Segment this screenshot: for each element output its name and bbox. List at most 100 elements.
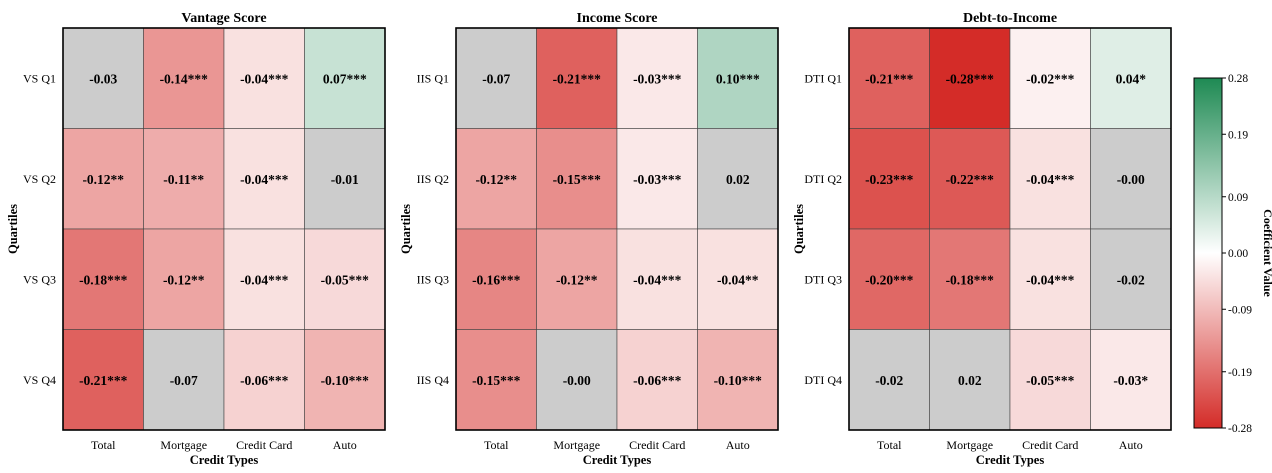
colorbar-label: Coefficient Value <box>1261 209 1272 297</box>
heatmap-cell <box>1090 329 1172 431</box>
cell-label: 0.04* <box>1116 71 1147 86</box>
heatmap-cell <box>616 128 698 230</box>
heatmap-cell <box>1009 329 1091 431</box>
heatmap-cell <box>223 329 305 431</box>
cell-label: -0.21*** <box>553 71 602 86</box>
cell-label: -0.06*** <box>240 373 289 388</box>
panel-title: Vantage Score <box>181 11 266 26</box>
heatmap-cell <box>143 27 225 129</box>
cell-label: -0.04*** <box>633 272 682 287</box>
colorbar-tick-label: 0.00 <box>1228 248 1248 260</box>
x-axis-title: Credit Types <box>190 453 259 467</box>
heatmap-cell <box>1090 228 1172 330</box>
heatmap-cell <box>848 27 930 129</box>
cell-label: -0.00 <box>563 373 591 388</box>
heatmap-cell <box>143 128 225 230</box>
cell-label: -0.18*** <box>79 272 128 287</box>
column-tick-label: Auto <box>1119 438 1143 452</box>
cell-label: -0.07 <box>482 71 510 86</box>
row-tick-label: IIS Q3 <box>417 272 449 286</box>
cell-label: -0.20*** <box>865 272 914 287</box>
cell-label: -0.12** <box>475 172 517 187</box>
cell-label: -0.06*** <box>633 373 682 388</box>
cell-label: -0.03* <box>1113 373 1148 388</box>
row-tick-label: DTI Q1 <box>804 71 842 85</box>
heatmap-cell <box>929 128 1011 230</box>
cell-label: -0.14*** <box>160 71 209 86</box>
column-tick-label: Mortgage <box>160 438 207 452</box>
cell-label: -0.01 <box>331 172 359 187</box>
row-tick-label: VS Q4 <box>23 373 56 387</box>
colorbar-tick-label: -0.19 <box>1228 367 1252 379</box>
cell-label: -0.22*** <box>946 172 995 187</box>
heatmap-cell <box>304 128 386 230</box>
cell-label: -0.12** <box>82 172 124 187</box>
row-tick-label: DTI Q2 <box>804 172 842 186</box>
heatmap-cell <box>223 128 305 230</box>
colorbar <box>1193 77 1223 429</box>
heatmap-cell <box>536 128 618 230</box>
heatmap-cell <box>697 128 779 230</box>
heatmap-cell <box>848 128 930 230</box>
cell-label: -0.02 <box>1117 272 1145 287</box>
heatmap-cell <box>697 228 779 330</box>
heatmap-cell <box>304 27 386 129</box>
cell-label: -0.04*** <box>240 71 289 86</box>
cell-label: -0.10*** <box>714 373 763 388</box>
colorbar-tick-label: 0.28 <box>1228 73 1248 85</box>
cell-label: 0.02 <box>958 373 982 388</box>
heatmap-frame <box>455 27 779 431</box>
heatmap-cell <box>455 228 537 330</box>
row-tick-label: IIS Q1 <box>417 71 449 85</box>
row-tick-label: VS Q3 <box>23 272 56 286</box>
cell-label: -0.00 <box>1117 172 1145 187</box>
cell-label: -0.04** <box>717 272 759 287</box>
row-tick-label: DTI Q4 <box>804 373 842 387</box>
column-tick-label: Mortgage <box>553 438 600 452</box>
column-tick-label: Auto <box>726 438 750 452</box>
cell-label: -0.23*** <box>865 172 914 187</box>
heatmap-cell <box>536 27 618 129</box>
heatmap-cell <box>143 228 225 330</box>
cell-label: -0.07 <box>170 373 198 388</box>
cell-label: -0.15*** <box>472 373 521 388</box>
heatmap-cell <box>62 128 144 230</box>
colorbar-tick-label: 0.09 <box>1228 192 1248 204</box>
heatmap-cell <box>616 329 698 431</box>
cell-label: -0.28*** <box>946 71 995 86</box>
cell-label: -0.18*** <box>946 272 995 287</box>
heatmap-cell <box>1009 228 1091 330</box>
panel-title: Income Score <box>577 11 658 26</box>
cell-label: -0.12** <box>556 272 598 287</box>
cell-label: -0.04*** <box>240 272 289 287</box>
cell-label: -0.04*** <box>1026 172 1075 187</box>
heatmap-cell <box>536 329 618 431</box>
cell-label: -0.02*** <box>1026 71 1075 86</box>
heatmap-cell <box>143 329 225 431</box>
panel-title: Debt-to-Income <box>963 11 1057 26</box>
heatmap-cell <box>62 329 144 431</box>
y-axis-title: Quartiles <box>792 204 806 254</box>
row-tick-label: IIS Q4 <box>417 373 449 387</box>
heatmap-cell <box>616 228 698 330</box>
colorbar-tick-label: 0.19 <box>1228 129 1248 141</box>
cell-label: -0.15*** <box>553 172 602 187</box>
heatmap-cell <box>304 329 386 431</box>
y-axis-title: Quartiles <box>6 204 20 254</box>
column-tick-label: Total <box>877 438 902 452</box>
heatmap-cell <box>929 228 1011 330</box>
row-tick-label: VS Q1 <box>23 71 56 85</box>
cell-label: 0.02 <box>726 172 750 187</box>
cell-label: -0.12** <box>163 272 205 287</box>
heatmap-cell <box>455 128 537 230</box>
column-tick-label: Total <box>91 438 116 452</box>
heatmap-frame <box>848 27 1172 431</box>
heatmap-cell <box>536 228 618 330</box>
heatmap-cell <box>62 27 144 129</box>
y-axis-title: Quartiles <box>399 204 413 254</box>
cell-label: -0.03 <box>89 71 117 86</box>
x-axis-title: Credit Types <box>583 453 652 467</box>
heatmap-cell <box>697 27 779 129</box>
